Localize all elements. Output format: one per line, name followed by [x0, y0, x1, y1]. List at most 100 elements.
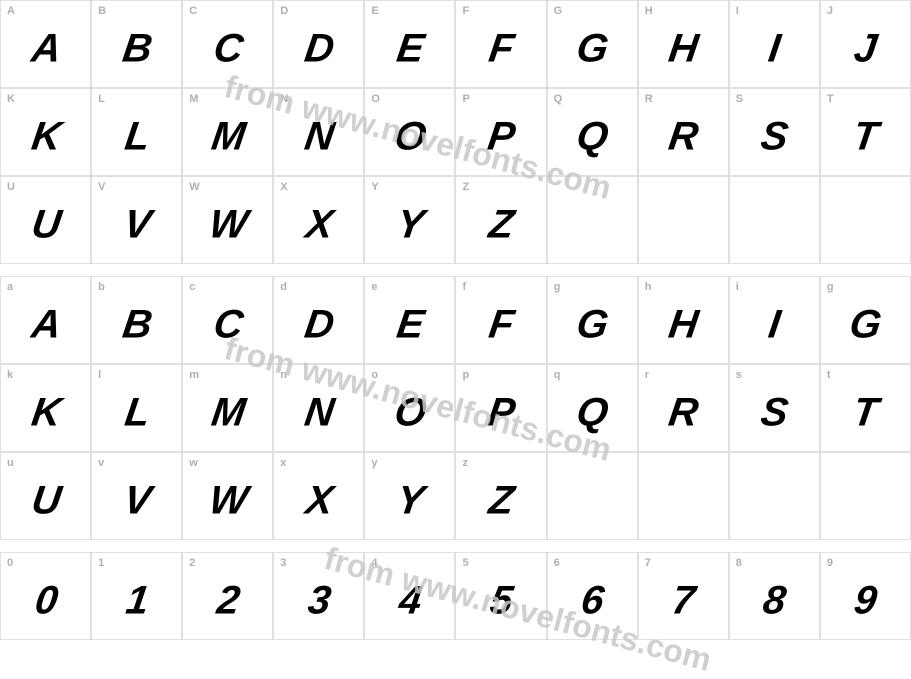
glyph-sample: N: [302, 391, 336, 436]
glyph-label: X: [280, 181, 287, 193]
glyph-sample: 6: [578, 579, 606, 624]
glyph-cell: HH: [638, 0, 729, 88]
glyph-sample: 5: [487, 579, 515, 624]
glyph-cell: SS: [729, 88, 820, 176]
glyph-label: Z: [462, 181, 469, 193]
glyph-label: D: [280, 5, 288, 17]
glyph-sample: 3: [305, 579, 333, 624]
glyph-grid: AABBCCDDEEFFGGHHIIJJKKLLMMNNOOPPQQRRSSTT…: [0, 0, 911, 264]
glyph-label: o: [371, 369, 378, 381]
glyph-sample: Z: [486, 203, 516, 248]
glyph-label: 8: [736, 557, 742, 569]
glyph-cell: yY: [364, 452, 455, 540]
glyph-cell: UU: [0, 176, 91, 264]
glyph-label: m: [189, 369, 199, 381]
glyph-label: 6: [554, 557, 560, 569]
glyph-label: t: [827, 369, 831, 381]
glyph-cell: MM: [182, 88, 273, 176]
glyph-cell: nN: [273, 364, 364, 452]
glyph-label: w: [189, 457, 198, 469]
glyph-sample: B: [120, 27, 154, 72]
glyph-label: W: [189, 181, 199, 193]
glyph-cell: VV: [91, 176, 182, 264]
glyph-cell: eE: [364, 276, 455, 364]
glyph-cell: gG: [547, 276, 638, 364]
glyph-cell-empty: [638, 176, 729, 264]
glyph-sample: G: [574, 303, 610, 348]
section-gap: [0, 540, 911, 552]
glyph-sample: I: [766, 303, 782, 348]
glyph-cell: iI: [729, 276, 820, 364]
font-chart-container: AABBCCDDEEFFGGHHIIJJKKLLMMNNOOPPQQRRSSTT…: [0, 0, 911, 640]
glyph-sample: 7: [669, 579, 697, 624]
glyph-cell: kK: [0, 364, 91, 452]
glyph-cell: DD: [273, 0, 364, 88]
glyph-label: u: [7, 457, 14, 469]
glyph-sample: P: [485, 391, 517, 436]
glyph-label: g: [827, 281, 834, 293]
glyph-sample: G: [847, 303, 883, 348]
glyph-label: g: [554, 281, 561, 293]
glyph-label: C: [189, 5, 197, 17]
glyph-label: k: [7, 369, 13, 381]
glyph-cell: XX: [273, 176, 364, 264]
glyph-cell: lL: [91, 364, 182, 452]
glyph-sample: V: [121, 479, 153, 524]
glyph-label: K: [7, 93, 15, 105]
glyph-label: f: [462, 281, 466, 293]
glyph-label: z: [462, 457, 468, 469]
glyph-cell: qQ: [547, 364, 638, 452]
glyph-label: x: [280, 457, 286, 469]
glyph-sample: O: [392, 115, 428, 160]
glyph-sample: D: [302, 27, 336, 72]
glyph-cell: gG: [820, 276, 911, 364]
glyph-label: U: [7, 181, 15, 193]
glyph-cell: 11: [91, 552, 182, 640]
glyph-cell-empty: [729, 176, 820, 264]
glyph-label: L: [98, 93, 105, 105]
glyph-label: c: [189, 281, 195, 293]
glyph-cell: uU: [0, 452, 91, 540]
glyph-cell: JJ: [820, 0, 911, 88]
glyph-label: n: [280, 369, 287, 381]
glyph-label: N: [280, 93, 288, 105]
glyph-sample: E: [394, 303, 426, 348]
glyph-sample: K: [28, 391, 62, 436]
glyph-label: 7: [645, 557, 651, 569]
glyph-cell: xX: [273, 452, 364, 540]
glyph-label: r: [645, 369, 649, 381]
glyph-label: J: [827, 5, 833, 17]
glyph-sample: P: [485, 115, 517, 160]
glyph-sample: N: [302, 115, 336, 160]
glyph-label: e: [371, 281, 377, 293]
glyph-label: l: [98, 369, 101, 381]
glyph-label: b: [98, 281, 105, 293]
glyph-cell: KK: [0, 88, 91, 176]
glyph-cell: EE: [364, 0, 455, 88]
glyph-label: v: [98, 457, 104, 469]
glyph-label: H: [645, 5, 653, 17]
glyph-sample: G: [574, 27, 610, 72]
glyph-label: h: [645, 281, 652, 293]
glyph-cell: dD: [273, 276, 364, 364]
glyph-label: Y: [371, 181, 378, 193]
glyph-sample: J: [852, 27, 880, 72]
glyph-label: s: [736, 369, 742, 381]
glyph-sample: W: [206, 203, 249, 248]
glyph-sample: Z: [486, 479, 516, 524]
glyph-sample: C: [211, 303, 245, 348]
glyph-cell: FF: [455, 0, 546, 88]
glyph-label: Q: [554, 93, 563, 105]
glyph-sample: T: [851, 391, 881, 436]
glyph-label: 9: [827, 557, 833, 569]
glyph-sample: U: [28, 203, 62, 248]
glyph-label: y: [371, 457, 377, 469]
glyph-sample: Q: [574, 391, 610, 436]
glyph-cell: pP: [455, 364, 546, 452]
glyph-sample: S: [758, 115, 790, 160]
glyph-cell: NN: [273, 88, 364, 176]
glyph-cell-empty: [820, 452, 911, 540]
glyph-label: R: [645, 93, 653, 105]
glyph-label: 2: [189, 557, 195, 569]
glyph-label: A: [7, 5, 15, 17]
